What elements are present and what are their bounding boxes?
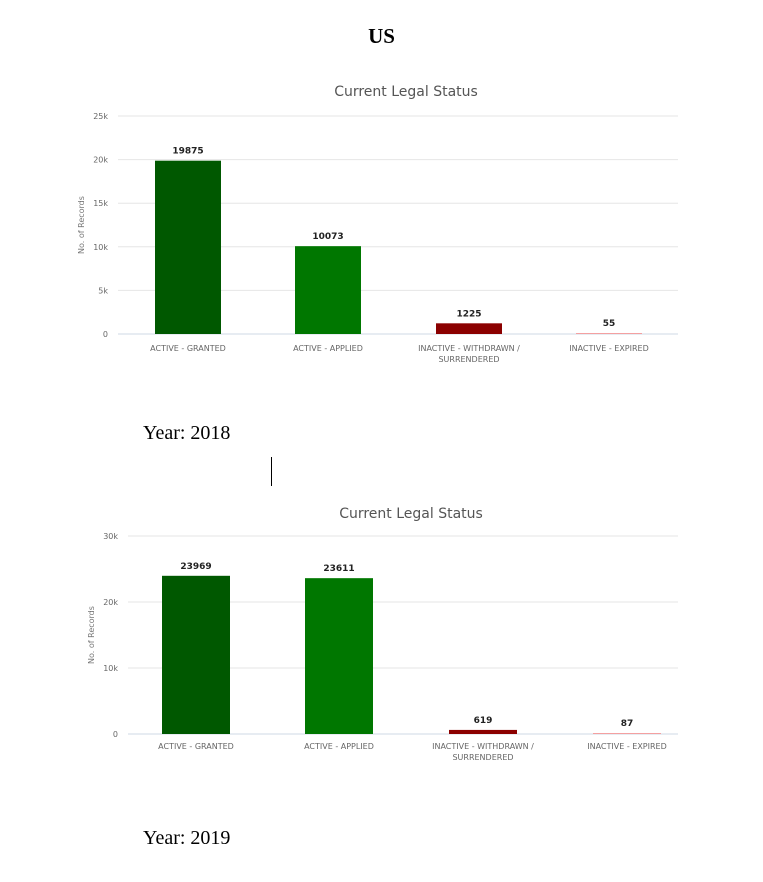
y-tick-label: 20k bbox=[93, 156, 108, 165]
data-label: 10073 bbox=[312, 232, 343, 242]
data-label: 55 bbox=[603, 319, 616, 329]
data-label: 1225 bbox=[456, 309, 481, 319]
text-cursor bbox=[271, 457, 272, 486]
y-tick-label: 0 bbox=[113, 730, 118, 739]
year-label-2019: Year: 2019 bbox=[143, 827, 231, 849]
category-label: INACTIVE - EXPIRED bbox=[569, 344, 649, 353]
y-tick-label: 25k bbox=[93, 112, 108, 121]
chart-2018: Current Legal Status 0 5k 10k 15k 20k 25k No. o… bbox=[77, 84, 678, 364]
data-label: 23611 bbox=[323, 564, 354, 574]
chart-title: Current Legal Status bbox=[339, 506, 483, 522]
y-tick-label: 10k bbox=[103, 664, 118, 673]
y-tick-label: 20k bbox=[103, 598, 118, 607]
y-tick-label: 15k bbox=[93, 199, 108, 208]
bar bbox=[576, 333, 642, 334]
category-label: ACTIVE - APPLIED bbox=[293, 344, 363, 353]
y-tick-label: 5k bbox=[98, 286, 108, 295]
data-label: 23969 bbox=[180, 562, 211, 572]
category-label: SURRENDERED bbox=[438, 355, 499, 364]
data-label: 87 bbox=[621, 719, 634, 729]
bar bbox=[436, 323, 502, 334]
page-title: US bbox=[368, 24, 395, 48]
bar bbox=[162, 575, 230, 734]
y-tick-label: 30k bbox=[103, 532, 118, 541]
category-label: ACTIVE - GRANTED bbox=[150, 344, 226, 353]
data-label: 19875 bbox=[172, 147, 203, 157]
category-label: INACTIVE - WITHDRAWN / bbox=[418, 344, 520, 353]
category-label: SURRENDERED bbox=[452, 753, 513, 762]
year-label-2018: Year: 2018 bbox=[143, 422, 231, 444]
y-axis-title: No. of Records bbox=[87, 606, 96, 664]
chart-2019: Current Legal Status 0 10k 20k 30k No. of Rec… bbox=[87, 506, 678, 762]
bar bbox=[593, 733, 661, 734]
bar bbox=[449, 729, 517, 734]
bar bbox=[305, 578, 373, 734]
y-tick-label: 0 bbox=[103, 330, 108, 339]
data-label: 619 bbox=[474, 716, 493, 726]
category-label: ACTIVE - APPLIED bbox=[304, 742, 374, 751]
y-tick-label: 10k bbox=[93, 243, 108, 252]
category-label: INACTIVE - WITHDRAWN / bbox=[432, 742, 534, 751]
category-label: INACTIVE - EXPIRED bbox=[587, 742, 667, 751]
chart-title: Current Legal Status bbox=[334, 84, 478, 100]
bar bbox=[295, 246, 361, 334]
category-label: ACTIVE - GRANTED bbox=[158, 742, 234, 751]
y-axis-title: No. of Records bbox=[77, 196, 86, 254]
bar bbox=[155, 160, 221, 334]
